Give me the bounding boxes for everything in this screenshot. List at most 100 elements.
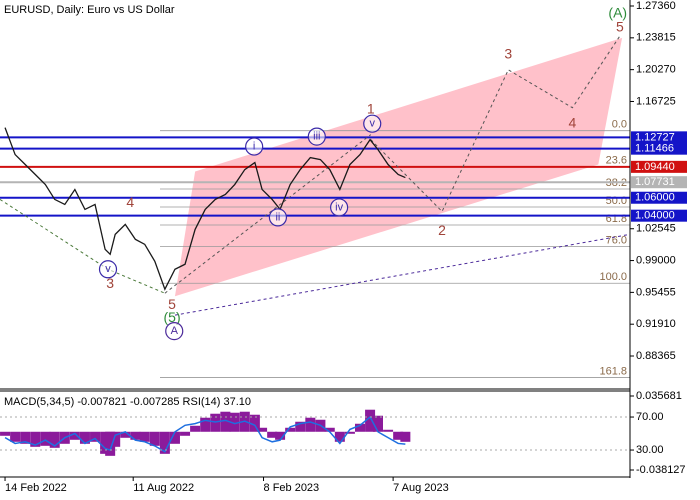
- wave-line: [164, 134, 372, 294]
- macd-bar: [130, 431, 141, 440]
- wave-label: iv: [335, 201, 343, 213]
- fib-label: 100.0: [599, 271, 627, 283]
- macd-bar: [30, 431, 41, 447]
- macd-bar: [249, 414, 260, 432]
- macd-bar: [69, 431, 80, 440]
- wave-label: (5): [164, 309, 181, 325]
- wave-label: 4: [126, 194, 134, 210]
- y2-tick-label: 30.00: [636, 444, 664, 456]
- wave-label: 3: [106, 275, 114, 291]
- macd-bar: [305, 417, 316, 432]
- fib-label: 161.8: [599, 365, 627, 377]
- wave-label: 5: [168, 296, 176, 312]
- wave-label: v: [369, 118, 375, 130]
- price-level-box: [631, 209, 687, 222]
- wave-label: 5: [616, 19, 624, 35]
- macd-bar: [400, 431, 411, 442]
- macd-bar: [275, 431, 286, 440]
- price-level-label: 1.06000: [635, 192, 675, 204]
- wave-circle: [307, 127, 326, 146]
- wave-circle: [245, 137, 264, 156]
- price-level-label: 1.12727: [635, 131, 675, 143]
- indicator-title: MACD(5,34,5) -0.007821 -0.007285 RSI(14)…: [4, 396, 251, 408]
- y-tick-label: 0.035681: [636, 390, 682, 402]
- fib-label: 50.0: [606, 195, 627, 207]
- macd-bar: [159, 431, 170, 454]
- rsi-line: [4, 415, 406, 453]
- macd-bar: [373, 415, 383, 432]
- macd-bar: [40, 431, 51, 446]
- wave-circle: [98, 260, 118, 279]
- wave-label: ii: [275, 211, 280, 223]
- wave-label: v: [105, 263, 111, 275]
- macd-bar: [139, 431, 150, 442]
- macd-bar: [200, 417, 211, 432]
- macd-bar: [120, 431, 131, 438]
- x-tick-label: 14 Feb 2022: [5, 482, 67, 494]
- macd-bar: [344, 431, 355, 434]
- macd-bar: [79, 431, 90, 444]
- y-tick-label: 1.20270: [636, 64, 676, 76]
- macd-bar: [100, 431, 111, 454]
- wave-circle: [268, 208, 288, 227]
- macd-bar: [169, 431, 180, 444]
- macd-bar: [110, 431, 121, 447]
- fib-label: 76.0: [606, 235, 627, 247]
- macd-bar: [90, 431, 101, 442]
- price-level-label: 1.09440: [635, 161, 675, 173]
- x-tick-label: 8 Feb 2023: [264, 482, 320, 494]
- y-tick-label: 0.91910: [636, 318, 676, 330]
- macd-bar: [257, 427, 268, 432]
- wave-label: 3: [504, 46, 512, 62]
- y-tick-label: 1.16725: [636, 95, 676, 107]
- fib-label: 23.6: [606, 155, 627, 167]
- price-level-label: 1.04000: [635, 210, 675, 222]
- wave-line: [174, 233, 631, 316]
- macd-bar: [49, 431, 60, 448]
- y-tick-label: -0.038127: [636, 464, 686, 476]
- price-line: [4, 127, 406, 291]
- chart-title: EURUSD, Daily: Euro vs US Dollar: [4, 4, 175, 16]
- wave-circle: [330, 198, 349, 217]
- wave-line: [370, 35, 621, 213]
- macd-bar: [334, 431, 345, 442]
- y2-tick-label: 70.00: [636, 411, 664, 423]
- y-tick-label: 1.23815: [636, 32, 676, 44]
- macd-bar: [20, 431, 31, 444]
- y-tick-label: 0.88365: [636, 350, 676, 362]
- wave-label: (A): [608, 5, 627, 21]
- y-tick-label: 1.27360: [636, 0, 676, 12]
- macd-bar: [295, 421, 306, 432]
- macd-bar: [285, 427, 296, 432]
- macd-bar: [105, 431, 116, 456]
- wave-label: 4: [569, 114, 577, 130]
- price-level-box: [631, 160, 687, 173]
- macd-bar: [190, 425, 201, 432]
- price-level-box: [631, 176, 687, 189]
- wave-label: A: [171, 325, 179, 337]
- macd-bar: [220, 411, 231, 432]
- price-level-box: [631, 142, 687, 155]
- macd-bar: [229, 412, 240, 432]
- macd-bar: [180, 431, 191, 436]
- wave-label: 2: [438, 222, 446, 238]
- macd-bar: [383, 429, 394, 432]
- macd-bar: [0, 431, 11, 436]
- price-level-label: 1.07731: [635, 176, 675, 188]
- macd-bar: [210, 413, 221, 432]
- fib-label: 0.0: [612, 119, 627, 131]
- price-level-box: [631, 191, 687, 204]
- wave-label: i: [253, 140, 255, 152]
- x-tick-label: 7 Aug 2023: [393, 482, 449, 494]
- macd-bar: [393, 431, 404, 440]
- macd-bar: [355, 423, 365, 432]
- x-tick-label: 11 Aug 2022: [133, 482, 194, 494]
- wave-label: iii: [313, 131, 320, 143]
- macd-bar: [324, 427, 335, 432]
- wave-circle: [363, 114, 382, 133]
- y-tick-label: 0.99000: [636, 254, 676, 266]
- macd-bar: [10, 431, 21, 442]
- y-tick-label: 1.02545: [636, 223, 676, 235]
